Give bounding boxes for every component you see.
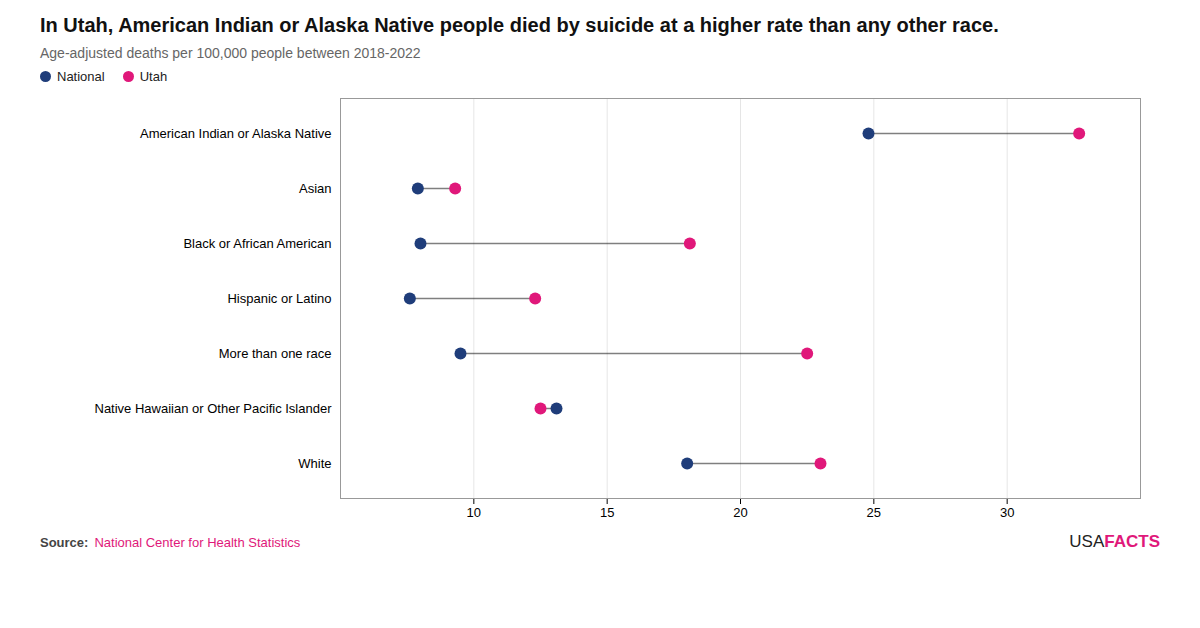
svg-text:More than one race: More than one race	[219, 346, 332, 361]
html-text:National: National	[57, 69, 105, 84]
svg-text:Native Hawaiian or Other Pacif: Native Hawaiian or Other Pacific Islande…	[95, 401, 333, 416]
svg-text:Black or African American: Black or African American	[183, 236, 331, 251]
svg-text:30: 30	[1000, 505, 1014, 520]
html-text:In Utah, American Indian or Al: In Utah, American Indian or Alaska Nativ…	[40, 14, 999, 36]
svg-text:American Indian or Alaska Nati: American Indian or Alaska Native	[140, 126, 331, 141]
svg-text:Hispanic or Latino: Hispanic or Latino	[227, 291, 331, 306]
svg-text:25: 25	[867, 505, 881, 520]
html-text:Utah: Utah	[139, 69, 168, 84]
svg-text:20: 20	[733, 505, 747, 520]
svg-text:15: 15	[600, 505, 614, 520]
svg-text:Asian: Asian	[299, 181, 332, 196]
html-text:Age-adjusted deaths per 100,00: Age-adjusted deaths per 100,000 people b…	[40, 45, 421, 61]
html-text:Source: National Center for He: Source: National Center for Health Stati…	[40, 535, 301, 550]
html-text:USA FACTS: USA FACTS	[1069, 532, 1160, 551]
svg-text:10: 10	[467, 505, 481, 520]
svg-text:White: White	[298, 456, 331, 471]
